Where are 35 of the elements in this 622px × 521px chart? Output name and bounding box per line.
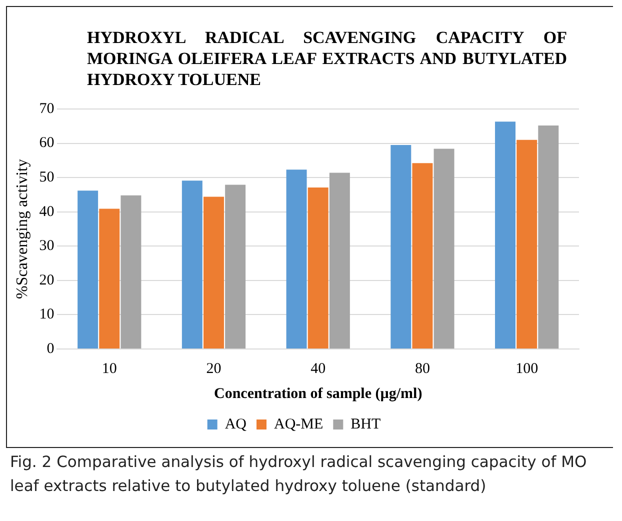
legend-label: BHT xyxy=(350,416,381,432)
bar xyxy=(308,188,328,348)
x-axis-title: Concentration of sample (µg/ml) xyxy=(214,386,422,402)
x-tick-label: 80 xyxy=(414,360,430,377)
y-tick-label: 40 xyxy=(39,204,54,220)
bar xyxy=(412,163,433,348)
bar xyxy=(225,184,246,348)
chart-title: HYDROXYL RADICAL SCAVENGING CAPACITY OF MORINGA OLEIFERA LEAF EXTRACTS AND BUTYLATED HYDROXY TOLUENE xyxy=(87,27,567,90)
bar xyxy=(434,148,454,348)
y-tick-label: 30 xyxy=(39,238,54,254)
y-tick-label: 20 xyxy=(39,272,54,288)
bar xyxy=(329,172,350,348)
bar xyxy=(286,170,307,348)
x-tick-label: 10 xyxy=(102,360,117,377)
legend-label: AQ-ME xyxy=(274,416,324,432)
bar xyxy=(390,145,412,348)
y-tick-label: 0 xyxy=(46,340,54,357)
bar xyxy=(99,208,120,348)
y-tick-label: 70 xyxy=(39,100,54,117)
y-tick-label: 10 xyxy=(39,306,54,323)
bar xyxy=(120,195,142,348)
bar xyxy=(538,125,559,348)
bar xyxy=(203,196,224,348)
y-tick-label: 50 xyxy=(39,170,54,186)
x-tick-label: 100 xyxy=(516,360,538,377)
x-tick-label: 20 xyxy=(206,360,222,377)
y-axis-title: %Scavenging activity xyxy=(14,159,31,299)
legend-label: AQ xyxy=(224,416,247,432)
x-tick-label: 40 xyxy=(310,360,326,377)
y-tick-label: 60 xyxy=(39,135,54,152)
bar xyxy=(516,140,538,348)
bar xyxy=(78,190,98,348)
caption: Fig. 2 Comparative analysis of hydroxyl radical scavenging capacity of MO leaf extracts relative to butylated hydroxy toluene (standard) xyxy=(10,452,588,497)
bar xyxy=(182,180,202,348)
bar xyxy=(495,122,516,348)
